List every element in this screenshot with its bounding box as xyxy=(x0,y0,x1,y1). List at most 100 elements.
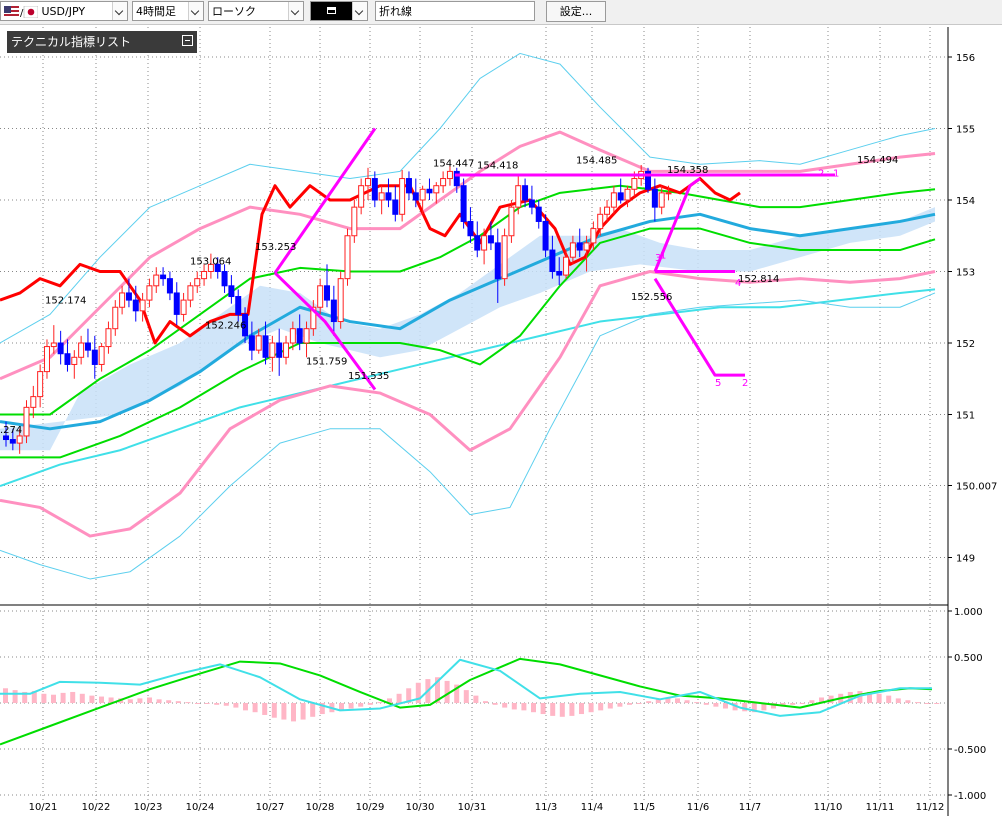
macd-histogram-bar xyxy=(137,698,143,703)
price-annotation: 151.759 xyxy=(306,356,347,367)
macd-histogram-bar xyxy=(761,703,767,711)
candle-body xyxy=(515,185,522,208)
candle xyxy=(522,178,529,208)
price-annotation: 152.814 xyxy=(738,274,779,285)
macd-histogram-bar xyxy=(473,695,479,703)
candle xyxy=(23,400,30,444)
wave-label: 1 xyxy=(833,168,839,179)
tool-mode-label: 折れ線 xyxy=(379,5,412,18)
candle-body xyxy=(132,299,139,312)
candle xyxy=(556,257,563,286)
macd-histogram-bar xyxy=(358,703,364,707)
candle-body xyxy=(460,185,467,222)
candle xyxy=(289,321,296,351)
candle-body xyxy=(433,185,440,194)
candle xyxy=(160,267,167,286)
candle xyxy=(583,235,590,272)
drawing-tool-select[interactable] xyxy=(310,1,368,21)
candle xyxy=(310,300,317,336)
wave-label: 5 xyxy=(715,378,721,389)
symbol-select[interactable]: / USD/JPY xyxy=(0,1,128,21)
x-tick-label: 10/30 xyxy=(406,802,435,813)
macd-histogram-bar xyxy=(550,703,556,716)
candle xyxy=(173,282,180,326)
candle-body xyxy=(78,342,85,358)
candle-body xyxy=(556,271,563,276)
macd-histogram-bar xyxy=(3,688,8,703)
macd-histogram-bar xyxy=(60,692,66,703)
candle-body xyxy=(310,306,317,330)
wave-label: 2 xyxy=(742,378,748,389)
candle xyxy=(283,335,290,365)
candle-body xyxy=(64,353,71,365)
candle xyxy=(71,350,78,379)
chevron-down-icon[interactable] xyxy=(112,2,127,20)
macd-histogram-bar xyxy=(915,702,920,704)
macd-histogram-bar xyxy=(655,699,661,703)
candle-body xyxy=(358,185,365,208)
candle xyxy=(378,185,385,215)
candle xyxy=(433,182,440,204)
candle xyxy=(576,228,583,258)
candle xyxy=(228,275,235,304)
candle xyxy=(324,264,331,308)
candle-body xyxy=(317,285,324,308)
x-tick-label: 10/29 xyxy=(356,802,385,813)
macd-histogram-bar xyxy=(79,693,85,703)
candle-body xyxy=(207,263,214,273)
chevron-down-icon[interactable] xyxy=(352,2,367,20)
candle-body xyxy=(583,242,590,251)
macd-histogram-bar xyxy=(99,696,104,703)
candle xyxy=(166,271,173,301)
indicator-list-panel[interactable]: テクニカル指標リスト xyxy=(7,31,197,53)
candle xyxy=(563,250,570,279)
macd-histogram-bar xyxy=(310,703,316,717)
candle-body xyxy=(412,192,419,201)
candle xyxy=(617,178,624,204)
candle xyxy=(419,185,426,215)
price-annotation: 151.535 xyxy=(348,371,389,382)
macd-y-tick-label: 1.000 xyxy=(954,607,983,618)
candle xyxy=(64,339,71,372)
macd-histogram-bar xyxy=(646,701,652,703)
candle-body xyxy=(371,178,378,201)
candle xyxy=(535,200,542,229)
y-tick-label: 156 xyxy=(956,53,975,64)
price-annotation: 152.174 xyxy=(45,296,86,307)
candle-body xyxy=(194,278,201,287)
candle-body xyxy=(508,206,515,237)
candle-body xyxy=(160,274,167,280)
macd-histogram-bar xyxy=(559,703,565,717)
chevron-down-icon[interactable] xyxy=(188,2,203,20)
candle xyxy=(43,339,50,379)
macd-histogram-bar xyxy=(579,703,584,715)
price-annotation: 153.253 xyxy=(255,242,296,253)
tool-mode-field[interactable]: 折れ線 xyxy=(375,1,535,21)
macd-histogram-bar xyxy=(511,703,517,710)
macd-histogram-bar xyxy=(185,702,191,704)
candle xyxy=(645,167,652,193)
macd-histogram-bar xyxy=(934,703,940,704)
timeframe-select[interactable]: 4時間足 xyxy=(132,1,204,21)
settings-button[interactable]: 設定... xyxy=(546,1,606,22)
chevron-down-icon[interactable] xyxy=(288,2,303,20)
candle-body xyxy=(344,235,351,280)
chart-style-select[interactable]: ローソク xyxy=(208,1,304,21)
candle xyxy=(412,178,419,208)
candle xyxy=(262,321,269,365)
symbol-label: USD/JPY xyxy=(41,5,86,18)
candle-body xyxy=(324,285,331,301)
macd-histogram-bar xyxy=(483,701,488,703)
price-annotation: .274 xyxy=(0,425,22,436)
candle xyxy=(37,364,44,408)
candle-body xyxy=(43,346,50,373)
macd-histogram-bar xyxy=(742,703,748,712)
x-tick-label: 11/11 xyxy=(866,802,895,813)
window-icon xyxy=(327,7,336,14)
candle xyxy=(214,257,221,279)
wave-label: 3 xyxy=(655,253,661,264)
candle-body xyxy=(549,249,556,273)
candle xyxy=(665,185,672,200)
minimize-icon[interactable] xyxy=(182,35,193,46)
